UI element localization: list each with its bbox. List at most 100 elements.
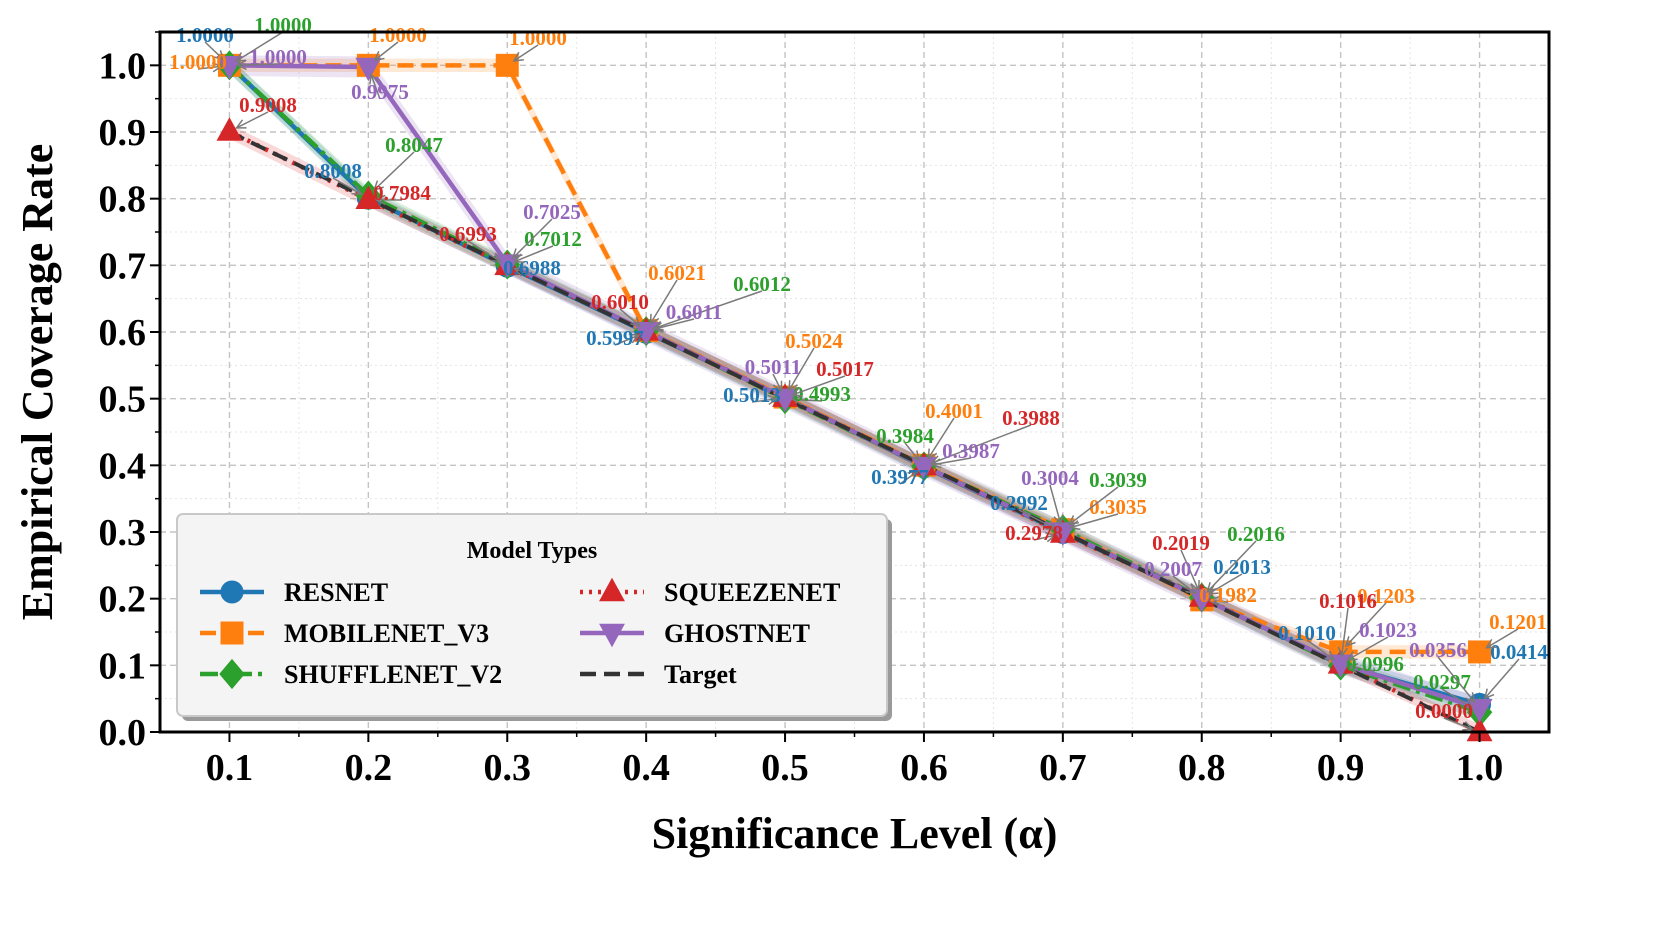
data-label-mobilenet_v3: 1.0000 [169, 50, 227, 74]
data-label-arrow [1345, 602, 1387, 647]
data-label-squeezenet: 0.2019 [1152, 531, 1210, 555]
marker-ghostnet [911, 456, 937, 481]
data-label-arrow [374, 41, 399, 61]
marker-ghostnet [216, 56, 243, 80]
data-label-arrowhead [373, 50, 385, 62]
data-label-arrowhead [490, 252, 502, 263]
data-label-shufflenet_v2: 0.2016 [1227, 522, 1285, 546]
y-tick-label: 1.0 [99, 45, 147, 87]
data-label-resnet: 0.2992 [990, 491, 1048, 515]
legend-label-shufflenet_v2: SHUFFLENET_V2 [284, 660, 502, 689]
data-label-arrowhead [1462, 721, 1474, 731]
data-label-mobilenet_v3: 0.1203 [1357, 584, 1415, 608]
legend-label-ghostnet: GHOSTNET [664, 619, 810, 648]
data-label-arrowhead [772, 380, 783, 393]
marker-squeezenet [216, 117, 243, 141]
data-label-arrow [653, 290, 763, 330]
data-label-arrowhead [767, 394, 779, 406]
legend-marker-squeezenet [599, 577, 625, 602]
data-label-arrow [514, 245, 554, 263]
data-label-arrowhead [372, 180, 384, 192]
y-axis-label: Empirical Coverage Rate [13, 144, 62, 621]
data-label-arrow [1172, 575, 1196, 594]
data-label-resnet: 0.1010 [1278, 621, 1336, 645]
data-label-mobilenet_v3: 0.3035 [1089, 495, 1147, 519]
data-label-arrowhead [369, 72, 379, 85]
data-label-mobilenet_v3: 0.1201 [1489, 610, 1547, 634]
data-label-arrow [204, 41, 225, 61]
data-label-arrow [1049, 484, 1062, 525]
data-label-arrow [792, 375, 846, 396]
data-label-ghostnet: 1.0000 [249, 45, 307, 69]
y-tick-label: 0.4 [99, 445, 147, 487]
y-tick-label: 0.0 [99, 712, 147, 754]
data-label-arrow [751, 398, 778, 403]
x-tick-label: 0.2 [345, 747, 393, 789]
data-label-arrow [235, 31, 284, 62]
data-label-arrow [1348, 666, 1376, 672]
data-label-arrow [619, 308, 641, 327]
marker-ghostnet [1188, 588, 1215, 613]
series-lines [227, 63, 1481, 735]
data-label-resnet: 0.2013 [1213, 555, 1271, 579]
x-tick-label: 0.9 [1317, 747, 1365, 789]
data-label-arrowhead [1337, 646, 1348, 658]
data-label-arrow [1033, 534, 1056, 541]
data-label-arrow [236, 111, 269, 129]
line-target [228, 130, 1481, 734]
data-label-squeezenet: 0.6010 [591, 290, 649, 314]
legend-label-target: Target [664, 660, 737, 689]
marker-ghostnet [355, 57, 382, 82]
data-label-shufflenet_v2: 0.7012 [524, 227, 582, 251]
x-tick-label: 0.1 [206, 747, 254, 789]
data-label-arrow [1443, 717, 1473, 730]
data-label-shufflenet_v2: 0.4993 [793, 382, 851, 406]
data-label-arrow [1441, 688, 1474, 709]
data-label-squeezenet: 0.7984 [373, 181, 431, 205]
data-label-ghostnet: 0.0356 [1409, 638, 1467, 662]
data-label-resnet: 1.0000 [176, 23, 234, 47]
data-label-arrowhead [1344, 636, 1356, 648]
marker-ghostnet [1049, 522, 1076, 546]
y-tick-label: 0.6 [99, 312, 147, 354]
data-label-arrowhead [1045, 520, 1058, 530]
y-tick-label: 0.3 [99, 512, 147, 554]
data-label-squeezenet: 0.6993 [439, 222, 497, 246]
data-label-arrow [1437, 656, 1476, 703]
data-label-mobilenet_v3: 0.1982 [1199, 583, 1257, 607]
data-label-mobilenet_v3: 1.0000 [509, 26, 567, 50]
data-label-arrowhead [235, 119, 247, 129]
data-label-arrow [1340, 607, 1349, 657]
data-label-arrowhead [351, 185, 363, 195]
data-label-arrow [931, 424, 1032, 464]
data-label-arrowhead [374, 194, 386, 206]
data-label-ghostnet: 0.2007 [1144, 557, 1202, 581]
data-label-arrowhead [909, 450, 920, 462]
data-label-arrowhead [791, 387, 803, 397]
data-label-arrow [772, 373, 783, 392]
data-label-arrowhead [512, 51, 524, 62]
data-label-squeezenet: 0.3988 [1002, 406, 1060, 430]
legend-label-resnet: RESNET [284, 578, 388, 607]
data-label-squeezenet: 0.9008 [239, 93, 297, 117]
data-label-arrow [370, 74, 381, 100]
data-label-resnet: 0.3977 [871, 465, 929, 489]
y-tick-label: 0.2 [99, 579, 147, 621]
data-label-arrow [467, 240, 501, 263]
x-tick-label: 0.5 [761, 747, 809, 789]
data-label-resnet: 0.5013 [723, 383, 781, 407]
data-label-arrowhead [788, 380, 798, 392]
data-label-arrow [1208, 573, 1243, 595]
legend-title: Model Types [467, 538, 597, 564]
data-label-arrowhead [927, 448, 938, 460]
data-label-arrowhead [1462, 699, 1475, 709]
legend-marker-resnet [220, 580, 244, 604]
legend-items: RESNET MOBILENET_V3 SHUFFLENET_V2 SQUEEZENE… [200, 577, 840, 690]
data-label-arrowhead [630, 316, 642, 328]
data-label-arrow [614, 334, 640, 346]
data-label-arrow [373, 151, 415, 191]
data-label-ghostnet: 0.5011 [745, 355, 802, 379]
marker-mobilenet_v3 [1468, 640, 1492, 664]
data-label-arrow [237, 63, 279, 66]
data-label-arrowhead [234, 52, 247, 62]
